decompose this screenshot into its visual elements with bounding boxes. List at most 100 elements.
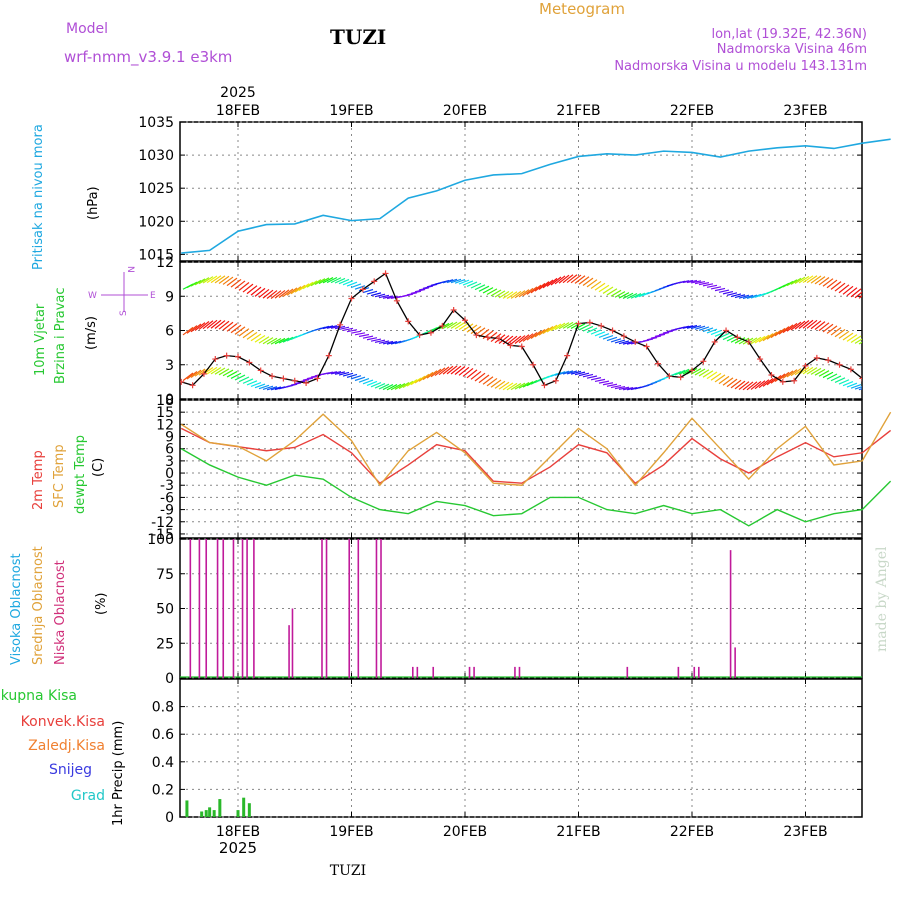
- wind-barb: [326, 276, 338, 284]
- wind-speed-marker: [371, 278, 378, 285]
- wind-barb: [530, 330, 542, 340]
- wind-barb: [546, 324, 558, 333]
- wind-barb: [742, 381, 754, 391]
- wind-barb: [846, 382, 858, 388]
- wind-barb: [702, 283, 714, 287]
- temperature-ytick-label: 3: [165, 454, 174, 470]
- cloud-side-label-low: Niska Oblacnost: [53, 560, 68, 665]
- wind-barb: [746, 294, 758, 300]
- wind-barb: [662, 330, 674, 334]
- wind-barb: [518, 334, 530, 344]
- wind-barb: [486, 331, 498, 341]
- wind-barb: [622, 340, 634, 345]
- wind-barb: [334, 277, 346, 284]
- wind-barb: [334, 371, 346, 375]
- day-label-bottom: 21FEB: [556, 824, 600, 840]
- wind-barb: [366, 380, 378, 386]
- wind-barb: [386, 384, 398, 391]
- wind-barb: [834, 328, 846, 338]
- wind-barb: [810, 367, 822, 375]
- wind-barb: [558, 370, 570, 376]
- wind-barb: [194, 278, 206, 286]
- wind-barb: [482, 376, 494, 385]
- wind-barb: [226, 323, 238, 332]
- wind-barb: [606, 288, 618, 296]
- wind-barb: [478, 285, 490, 292]
- precip-bar: [200, 811, 204, 817]
- wind-barb: [582, 325, 594, 332]
- wind-barb: [266, 290, 278, 299]
- wind-barb: [462, 323, 474, 332]
- wind-barb: [726, 378, 738, 388]
- precip-bar: [185, 800, 189, 817]
- wind-barb: [458, 279, 470, 285]
- wind-barb: [290, 286, 302, 295]
- wind-barb: [710, 286, 722, 290]
- wind-barb: [254, 334, 266, 343]
- wind-barb: [250, 333, 262, 342]
- wind-speed-marker: [586, 319, 593, 326]
- wind-barb: [378, 294, 390, 299]
- wind-barb: [238, 328, 250, 337]
- wind-barb: [302, 281, 314, 290]
- wind-barb: [506, 291, 518, 300]
- wind-barb: [674, 369, 686, 376]
- wind-barb: [370, 338, 382, 342]
- wind-barb: [810, 275, 822, 284]
- wind-barb: [242, 283, 254, 293]
- wind-barb: [578, 372, 590, 377]
- wind-barb: [722, 377, 734, 386]
- wind-barb: [274, 337, 286, 345]
- compass-north: N: [125, 266, 135, 273]
- wind-barb: [850, 384, 862, 389]
- wind-barb: [354, 332, 366, 336]
- wind-speed-marker: [200, 370, 207, 377]
- wind-barb: [250, 381, 262, 388]
- panel-precip: 0 0.2 0.4 0.6 0.8: [152, 678, 863, 826]
- wind-barb: [534, 282, 546, 292]
- wind-barb: [214, 367, 226, 375]
- wind-barb: [550, 323, 562, 332]
- wind-barb: [830, 281, 842, 290]
- temperature-frame: [179, 399, 863, 539]
- wind-barb: [206, 275, 218, 284]
- wind-speed-marker: [180, 378, 185, 385]
- lonlat-label: lon,lat (19.32E, 42.36N): [711, 27, 867, 42]
- wind-barb: [338, 278, 350, 285]
- wind-barb: [430, 368, 442, 378]
- panel-clouds: 0 25 50 75 100: [147, 532, 863, 687]
- wind-speed-marker: [757, 356, 764, 363]
- clouds-ytick-label: 25: [156, 636, 174, 652]
- temperature-ytick-label: 18: [156, 393, 174, 409]
- wind-speed-marker: [564, 352, 571, 359]
- wind-barb: [790, 321, 802, 331]
- wind-barb: [802, 319, 814, 329]
- wind-barb: [442, 279, 454, 284]
- wind-barb: [342, 280, 354, 286]
- watermark: made by Angel: [874, 546, 890, 652]
- wind-barb: [210, 366, 222, 375]
- wind-barb: [546, 277, 558, 287]
- wind-barb: [342, 327, 354, 332]
- wind-barb: [814, 321, 826, 331]
- wind-barb: [658, 332, 670, 336]
- pressure-ytick-label: 1035: [138, 115, 174, 131]
- wind-barb: [490, 289, 502, 297]
- wind-speed-marker: [291, 377, 298, 384]
- wind-barb: [634, 292, 646, 299]
- wind-speed-marker: [643, 343, 650, 350]
- wind-barb: [190, 323, 202, 333]
- wind-side-label-1: 10m Vjetar: [33, 303, 48, 376]
- wind-barb: [646, 337, 658, 341]
- panel-pressure: 1015 1020 1025 1030 1035: [138, 115, 863, 263]
- wind-barb: [806, 319, 818, 329]
- wind-speed-marker: [859, 375, 862, 382]
- wind-barb: [446, 278, 458, 284]
- wind-barb: [510, 382, 522, 391]
- year-bottom: 2025: [219, 839, 257, 857]
- wind-barb: [706, 328, 718, 334]
- wind-barb: [538, 281, 550, 290]
- wind-barb: [386, 340, 398, 345]
